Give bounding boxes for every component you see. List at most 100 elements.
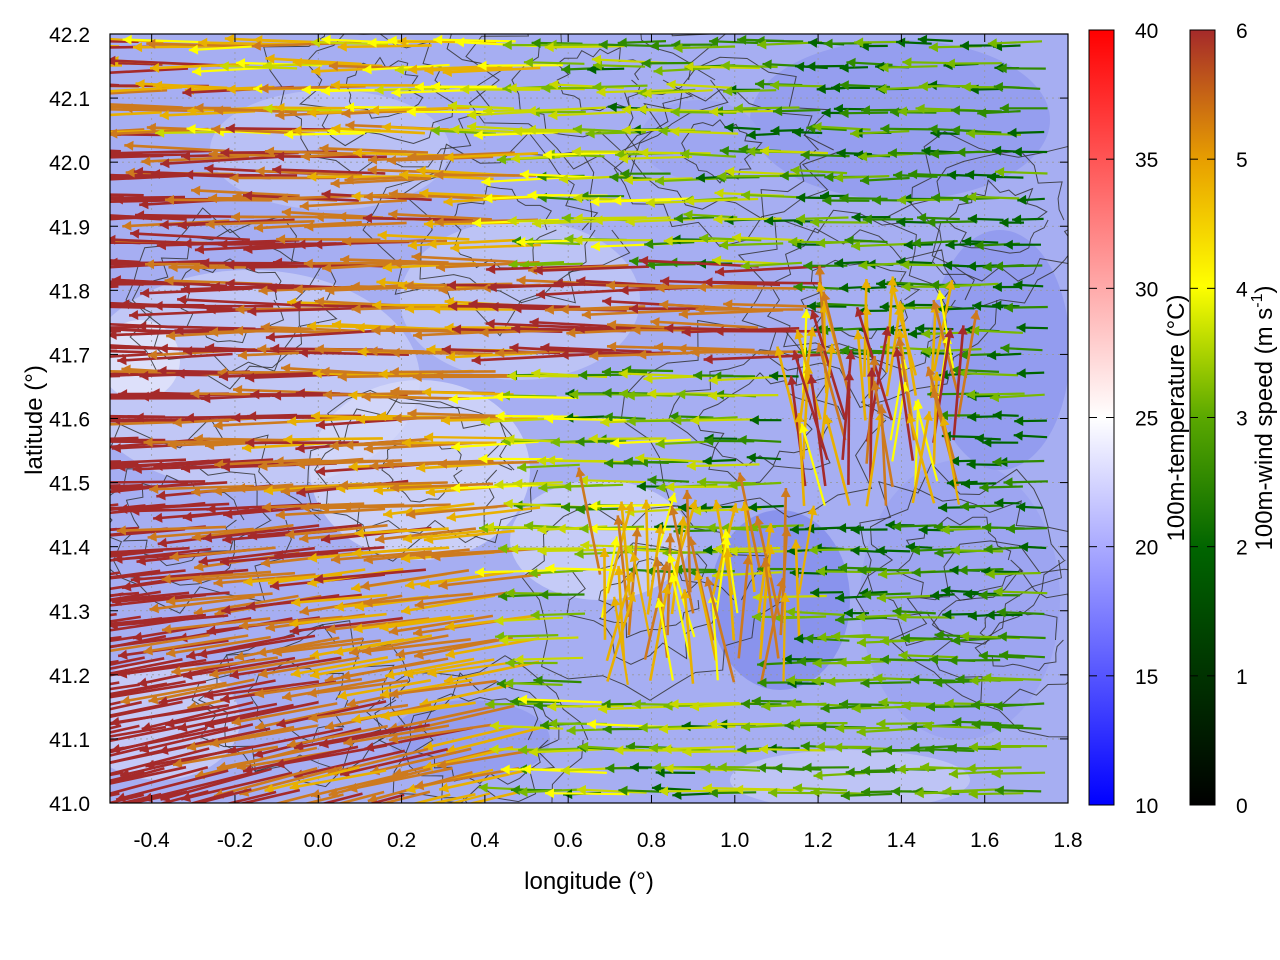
- wind-arrow-shaft: [489, 724, 564, 730]
- wind-arrow-head: [97, 81, 106, 91]
- wind-arrow-head: [388, 189, 398, 200]
- wind-arrow-head: [193, 606, 204, 617]
- wind-arrow-head: [610, 438, 620, 448]
- wind-arrow-head: [0, 236, 8, 246]
- wind-arrow-head: [517, 462, 527, 473]
- wind-arrow-head: [263, 485, 274, 496]
- wind-arrow-head: [561, 502, 571, 513]
- wind-arrow-head: [862, 746, 872, 757]
- wind-arrow-shaft: [680, 152, 736, 158]
- wind-arrow-head: [220, 693, 230, 704]
- wind-arrow-head: [792, 783, 803, 794]
- y-tick-label: 42.2: [49, 24, 90, 47]
- wind-arrow-shaft: [209, 656, 316, 677]
- wind-arrow-head: [183, 346, 193, 356]
- wind-arrow-shaft: [274, 546, 385, 557]
- wind-arrow-head: [695, 304, 705, 315]
- wind-arrow-head: [574, 548, 584, 559]
- wind-arrow-head: [139, 199, 149, 210]
- wind-arrow-head: [182, 511, 193, 522]
- wind-arrow-shaft: [340, 657, 449, 679]
- wind-arrow-head: [970, 700, 980, 710]
- wind-arrow-head: [804, 633, 814, 644]
- wind-arrow-head: [191, 185, 201, 196]
- contour-line: [895, 516, 1024, 601]
- wind-arrow-head: [326, 624, 336, 634]
- wind-arrow-shaft: [880, 404, 888, 506]
- wind-arrow-head: [133, 166, 144, 177]
- wind-arrow-head: [946, 170, 957, 181]
- wind-arrow-head: [307, 552, 318, 563]
- wind-arrow-head: [424, 65, 434, 76]
- wind-arrow-shaft: [110, 83, 120, 87]
- wind-arrow-shaft: [192, 571, 296, 582]
- wind-arrow-shaft: [820, 343, 834, 443]
- wind-arrow-head: [759, 146, 770, 156]
- wind-arrow-head: [991, 768, 1001, 779]
- wind-arrow-head: [566, 725, 576, 736]
- wind-arrow-head: [177, 220, 188, 231]
- wind-arrow-head: [1003, 302, 1013, 313]
- wind-arrow-head: [444, 322, 454, 333]
- wind-arrow-head: [70, 394, 79, 404]
- wind-arrow-head: [580, 540, 590, 551]
- wind-arrow-head: [265, 622, 276, 632]
- wind-arrow-head: [427, 667, 437, 678]
- wind-arrow-head: [27, 769, 37, 779]
- wind-arrow-head: [578, 370, 588, 381]
- wind-arrow-shaft: [275, 507, 386, 517]
- wind-arrow-head: [970, 325, 980, 336]
- wind-arrow-shaft: [337, 790, 385, 803]
- wind-arrow-shaft: [149, 62, 250, 70]
- wind-arrow-shaft: [673, 45, 736, 50]
- wind-arrow-head: [493, 391, 503, 402]
- wind-arrow-head: [878, 569, 888, 579]
- wind-arrow-shaft: [274, 791, 320, 803]
- wind-arrow-head: [1013, 280, 1023, 291]
- wind-arrow-head: [641, 499, 652, 509]
- wind-arrow-head: [709, 106, 719, 117]
- wind-arrow-head: [559, 304, 569, 315]
- wind-arrow-head: [430, 125, 440, 136]
- wind-arrow-head: [444, 152, 454, 163]
- wind-arrow-head: [416, 462, 426, 473]
- wind-arrow-head: [963, 589, 973, 600]
- wind-arrow-head: [446, 280, 456, 291]
- wind-arrow-head: [1016, 368, 1026, 379]
- wind-arrow-head: [200, 258, 210, 268]
- wind-arrow-head: [118, 817, 128, 827]
- wind-arrow-head: [997, 63, 1007, 74]
- wind-arrow-head: [300, 151, 310, 162]
- wind-arrow-head: [118, 649, 128, 660]
- y-axis-label: latitude (°): [21, 365, 48, 475]
- wind-arrow-head: [858, 151, 868, 162]
- wind-arrow-head: [137, 321, 147, 332]
- wind-arrow-head: [875, 545, 885, 556]
- wind-arrow-head: [836, 148, 846, 159]
- wind-arrow-shaft: [377, 233, 470, 241]
- wind-arrow-shaft: [139, 723, 254, 752]
- wind-arrow-head: [712, 499, 723, 510]
- wind-arrow-head: [44, 627, 54, 637]
- wind-arrow-head: [987, 350, 997, 361]
- wind-arrow-head: [808, 37, 818, 48]
- wind-arrow-shaft: [517, 698, 602, 704]
- colorbar-tick-label: 10: [1135, 795, 1158, 818]
- wind-arrow-head: [544, 413, 554, 424]
- wind-arrow-head: [889, 283, 899, 294]
- wind-arrow-head: [122, 220, 132, 231]
- wind-arrow-head: [531, 38, 541, 49]
- wind-arrow-shaft: [110, 462, 139, 466]
- wind-arrow-shaft: [116, 525, 227, 533]
- wind-arrow-shaft: [504, 681, 563, 686]
- wind-arrow-head: [139, 370, 149, 381]
- wind-arrow-shaft: [649, 584, 670, 681]
- wind-arrow-shaft: [644, 499, 650, 597]
- wind-arrow-shaft: [748, 524, 804, 528]
- wind-arrow-shaft: [424, 435, 514, 440]
- wind-arrow-head: [7, 394, 16, 404]
- wind-arrow-head: [87, 128, 96, 138]
- wind-arrow-head: [930, 280, 940, 290]
- wind-arrow-head: [224, 34, 234, 44]
